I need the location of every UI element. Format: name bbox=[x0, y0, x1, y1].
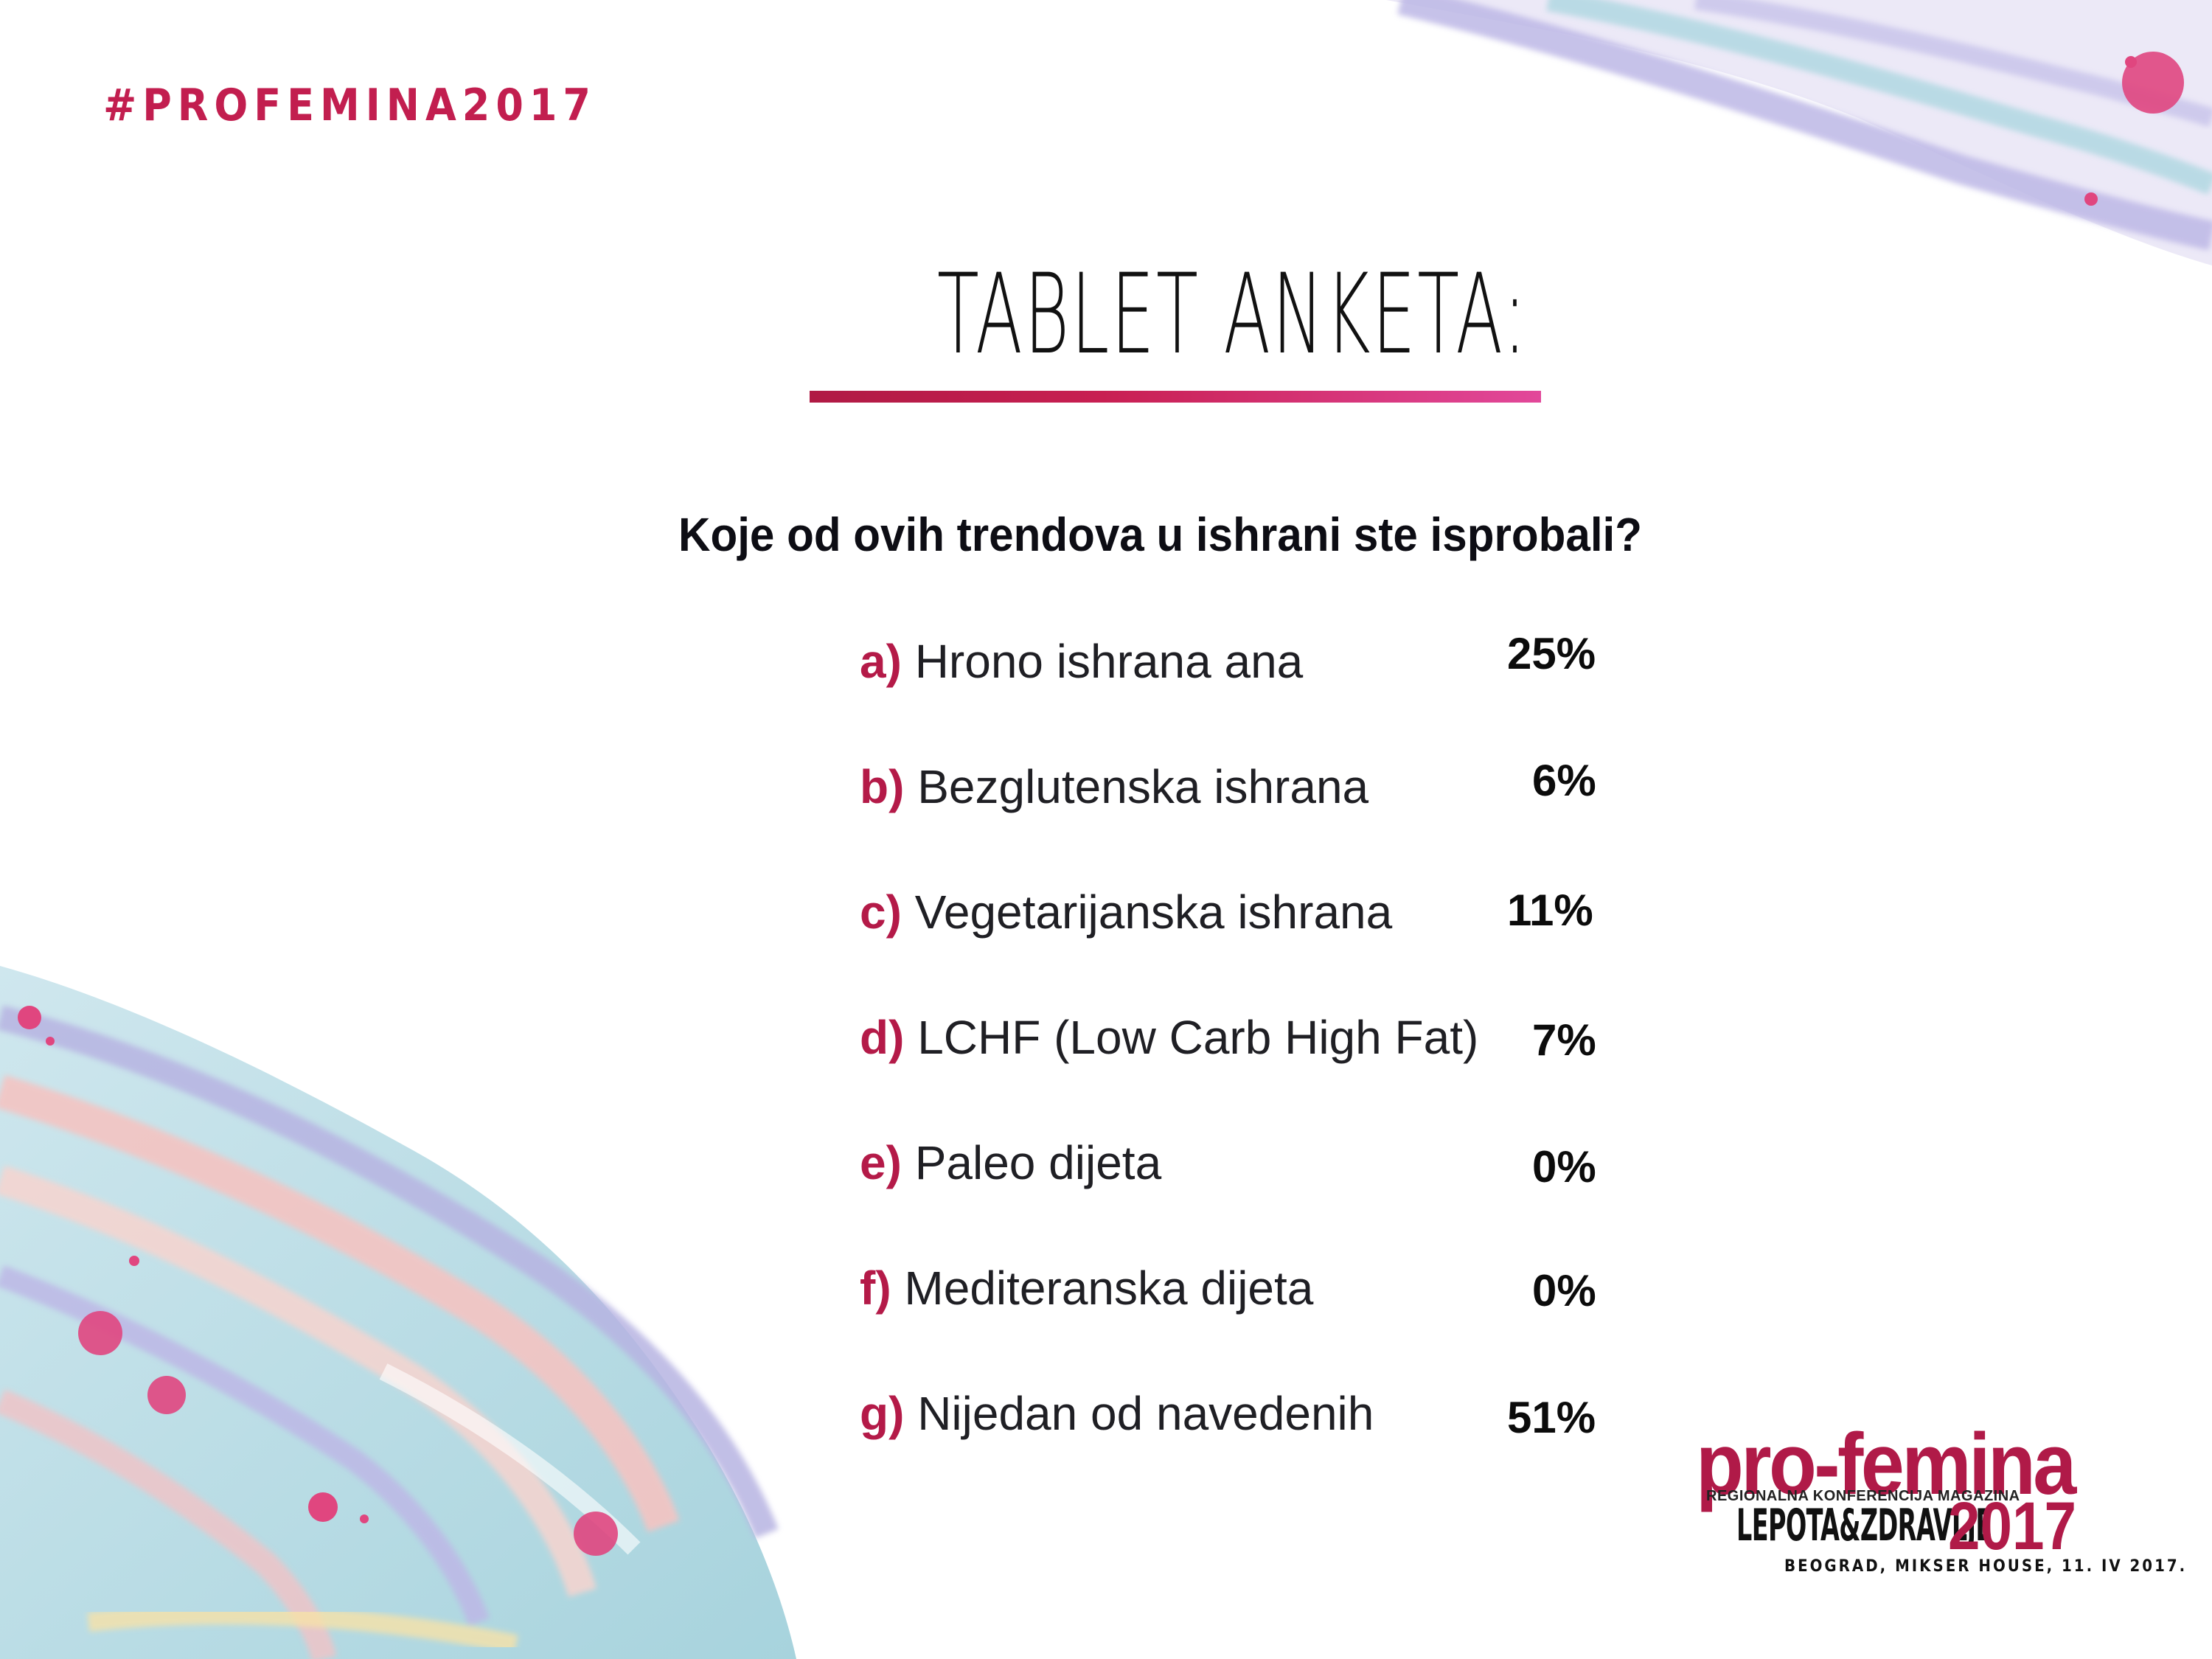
answer-label: Bezglutenska ishrana bbox=[917, 760, 1369, 813]
answer-label: Nijedan od navedenih bbox=[917, 1387, 1374, 1440]
page-title: TABLET ANKETA: bbox=[937, 251, 1528, 379]
answer-letter: a) bbox=[860, 635, 902, 688]
logo-place: BEOGRAD, MIKSER HOUSE, 11. IV 2017. bbox=[1784, 1557, 2188, 1576]
answer-percent-f: 0% bbox=[1532, 1266, 1596, 1315]
answer-percent-c: 11% bbox=[1507, 886, 1593, 935]
answer-option-a: a) Hrono ishrana ana bbox=[860, 634, 1303, 689]
answer-letter: d) bbox=[860, 1011, 905, 1064]
answer-percent-d: 7% bbox=[1532, 1015, 1596, 1065]
logo-brand: pro-femina bbox=[1696, 1416, 2076, 1513]
answer-letter: f) bbox=[860, 1262, 891, 1315]
answer-letter: g) bbox=[860, 1387, 905, 1440]
answer-percent-a: 25% bbox=[1507, 629, 1596, 678]
logo-year: 2017 bbox=[1948, 1489, 2076, 1564]
answer-label: Paleo dijeta bbox=[914, 1136, 1162, 1189]
logo-magazine: LEPOTA&ZDRAVLJE bbox=[1736, 1500, 1992, 1551]
answer-option-g: g) Nijedan od navedenih bbox=[860, 1386, 1374, 1441]
answer-option-f: f) Mediteranska dijeta bbox=[860, 1261, 1313, 1315]
answer-label: Hrono ishrana ana bbox=[914, 635, 1304, 688]
answer-letter: e) bbox=[860, 1136, 902, 1189]
answer-option-d: d) LCHF (Low Carb High Fat) bbox=[860, 1010, 1478, 1065]
answer-percent-b: 6% bbox=[1532, 756, 1596, 805]
pro-femina-logo: pro-femina REGIONALNA KONFERENCIJA MAGAZ… bbox=[1696, 1414, 2185, 1591]
answer-letter: b) bbox=[860, 760, 905, 813]
survey-question: Koje od ovih trendova u ishrani ste ispr… bbox=[678, 508, 1643, 561]
answer-percent-e: 0% bbox=[1532, 1142, 1596, 1192]
answer-label: Vegetarijanska ishrana bbox=[914, 886, 1393, 939]
answer-label: LCHF (Low Carb High Fat) bbox=[917, 1011, 1479, 1064]
hashtag: #PROFEMINA2017 bbox=[103, 80, 597, 131]
answer-label: Mediteranska dijeta bbox=[904, 1262, 1314, 1315]
answer-option-c: c) Vegetarijanska ishrana bbox=[860, 885, 1392, 939]
title-underline bbox=[810, 391, 1541, 403]
answer-option-e: e) Paleo dijeta bbox=[860, 1135, 1161, 1190]
answer-percent-g: 51% bbox=[1507, 1393, 1596, 1442]
answer-letter: c) bbox=[860, 886, 902, 939]
answer-option-b: b) Bezglutenska ishrana bbox=[860, 759, 1368, 814]
logo-subtitle: REGIONALNA KONFERENCIJA MAGAZINA bbox=[1706, 1488, 2020, 1504]
